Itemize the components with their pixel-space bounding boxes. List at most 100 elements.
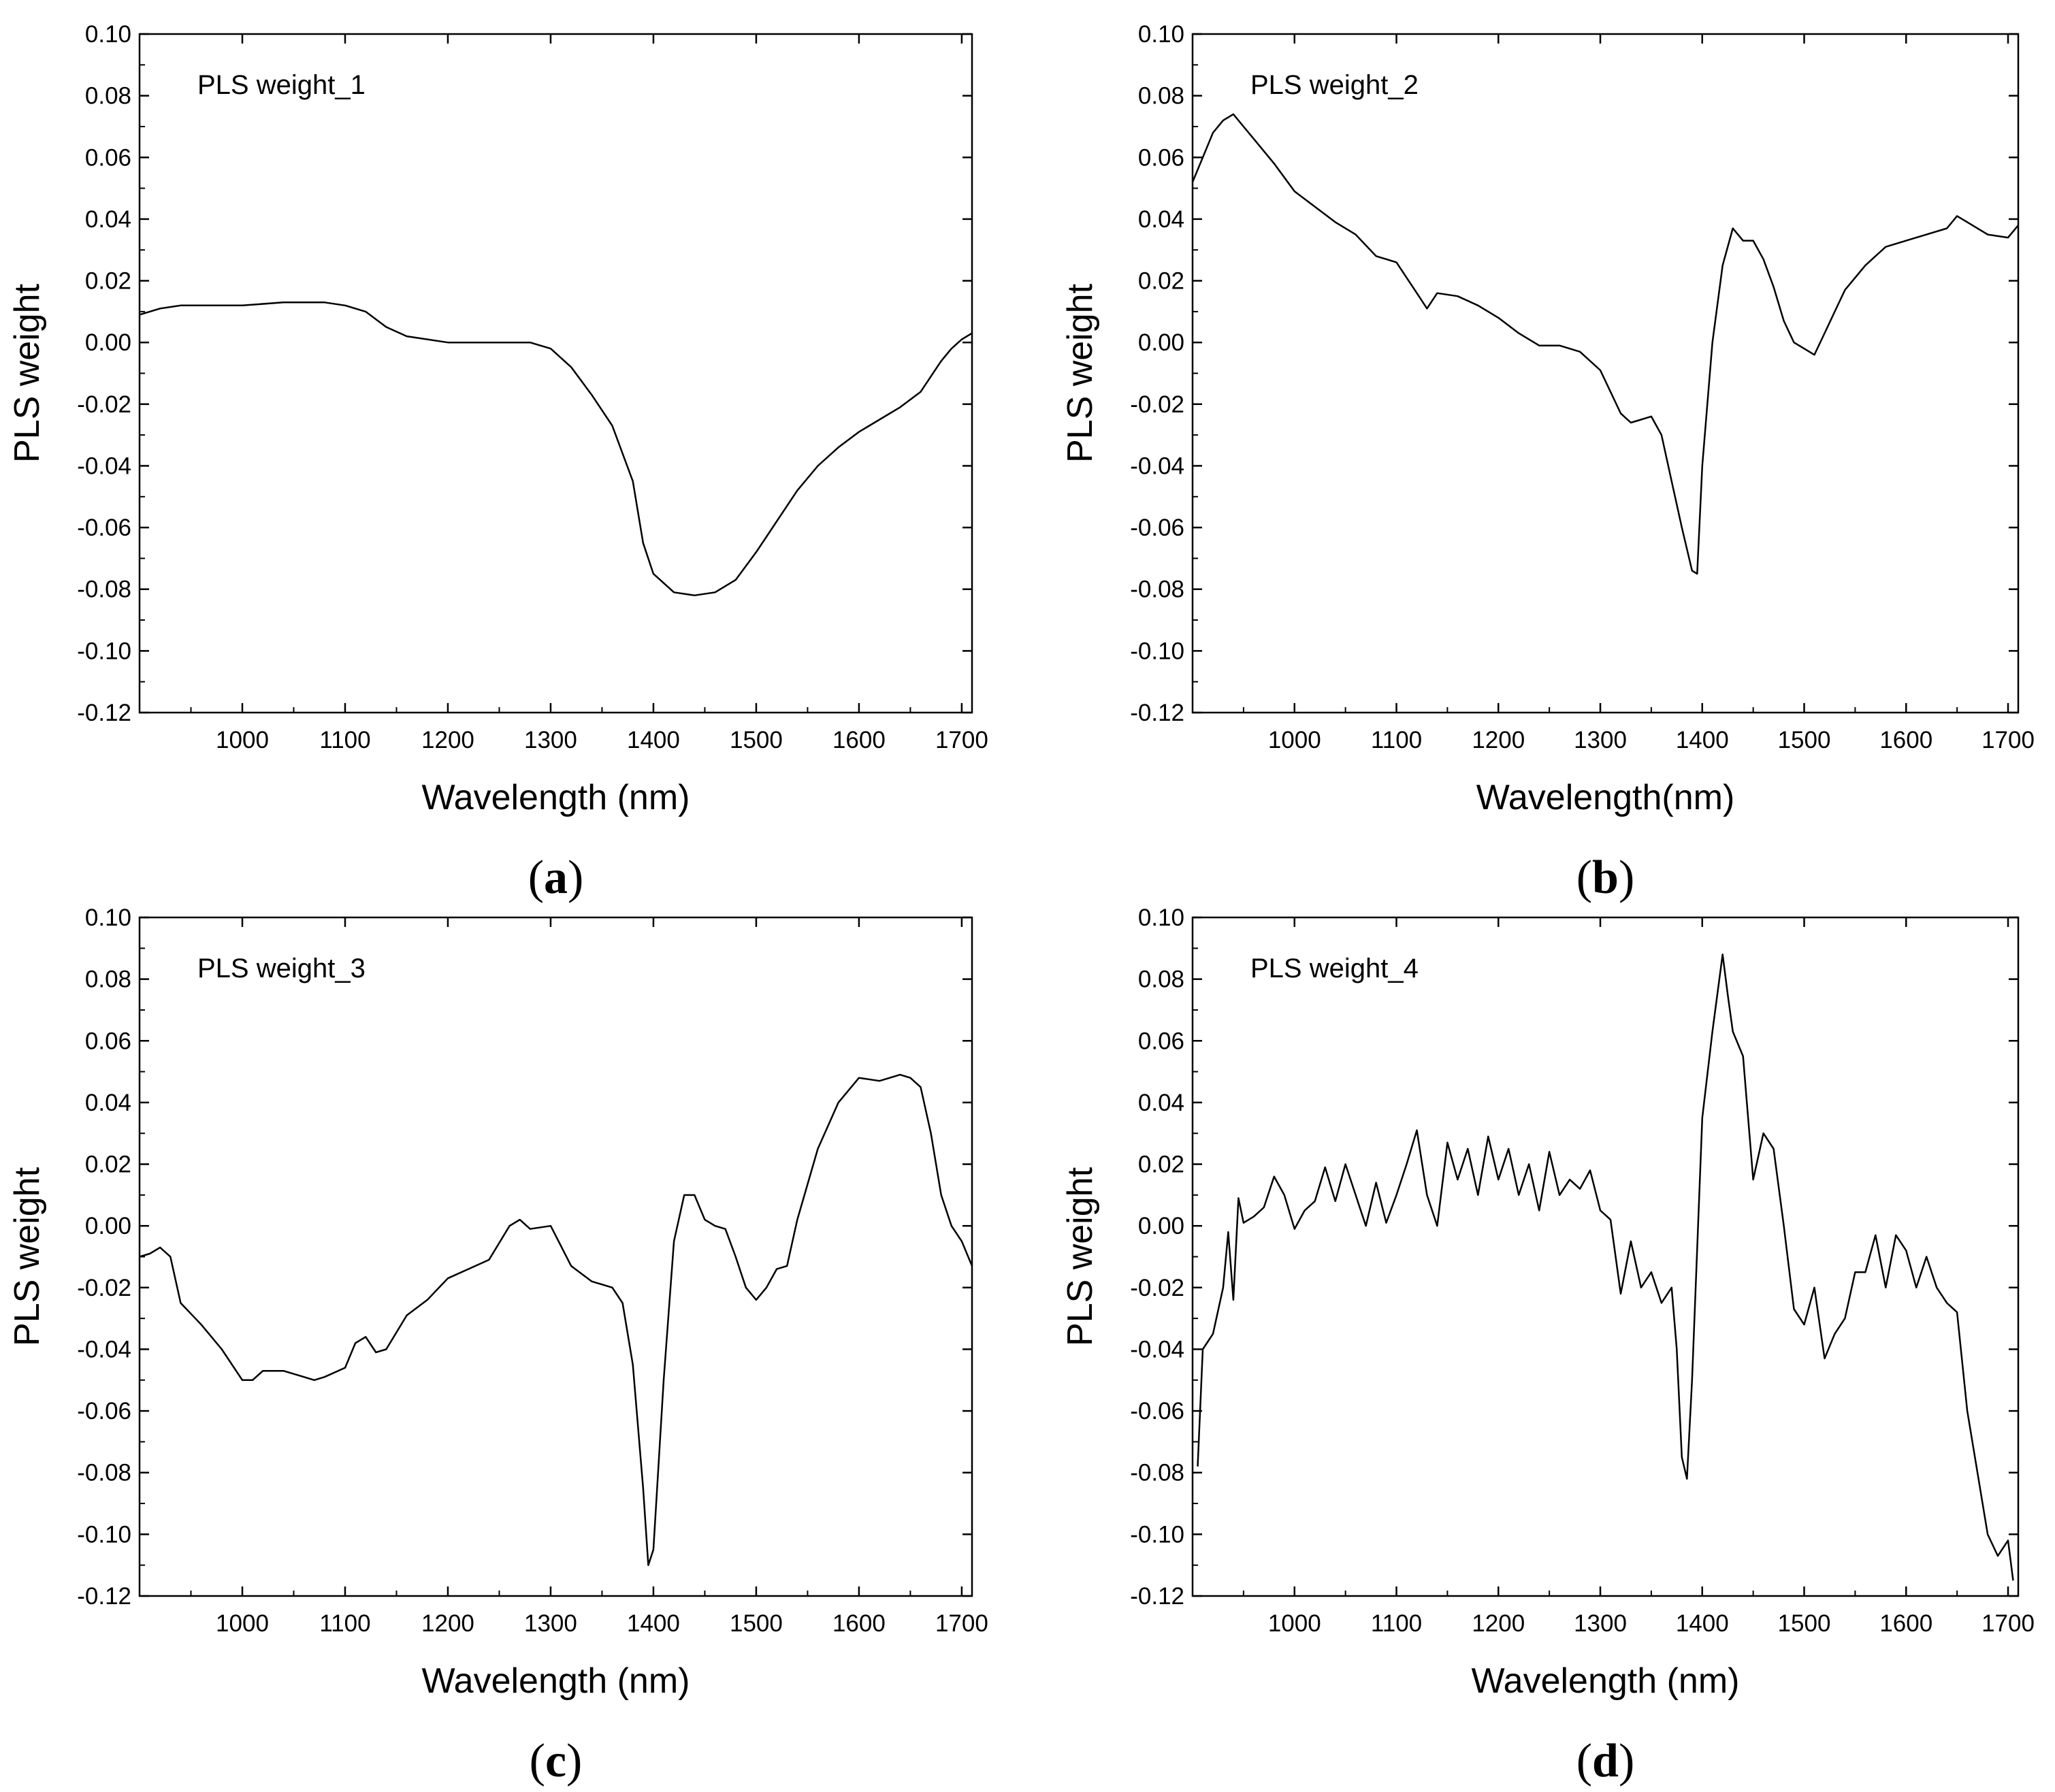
caption-close-paren: ) [1619, 1735, 1634, 1787]
x-tick-label: 1200 [1472, 727, 1525, 753]
y-tick-label: 0.10 [1138, 905, 1184, 931]
y-tick-label: 0.04 [1138, 1090, 1184, 1116]
y-tick-label: -0.12 [1130, 1583, 1184, 1610]
y-tick-label: 0.10 [1138, 21, 1184, 48]
series-line-c [139, 1073, 973, 1566]
y-tick-label: -0.08 [77, 576, 131, 603]
y-tick-label: -0.06 [77, 1398, 131, 1424]
y-tick-label: -0.12 [1130, 700, 1184, 726]
x-axis-title: Wavelength (nm) [422, 778, 690, 817]
y-tick-label: 0.10 [85, 905, 131, 931]
y-tick-label: 0.08 [85, 966, 131, 993]
caption-open-paren: ( [1576, 851, 1592, 904]
y-tick-label: -0.12 [77, 700, 131, 726]
y-tick-label: 0.08 [1138, 83, 1184, 110]
y-tick-label: -0.02 [77, 1275, 131, 1301]
y-tick-label: -0.04 [1130, 453, 1184, 479]
caption-close-paren: ) [1619, 851, 1634, 904]
caption-close-paren: ) [566, 1735, 582, 1787]
x-tick-label: 1600 [1879, 1610, 1932, 1637]
x-tick-label: 1400 [627, 727, 680, 753]
y-tick-label: 0.04 [85, 1090, 131, 1116]
y-tick-label: -0.02 [1130, 1275, 1184, 1301]
y-tick-label: -0.10 [1130, 638, 1184, 664]
x-tick-label: 1000 [1268, 727, 1321, 753]
x-tick-label: 1500 [730, 1610, 783, 1637]
x-tick-label: 1300 [1574, 1610, 1627, 1637]
caption-letter: a [544, 851, 568, 904]
y-tick-label: -0.08 [77, 1460, 131, 1486]
panel-d: 0.10 0.08 0.06 0.04 0.02 0.00 -0.02 -0.04 -0.06 -… [1061, 905, 2035, 1787]
y-tick-label: 0.00 [1138, 1213, 1184, 1239]
y-axis-title: PLS weight [1061, 1167, 1100, 1346]
plot-frame [1191, 916, 2020, 1597]
y-tick-label: -0.06 [1130, 515, 1184, 541]
series-line-a [139, 302, 973, 597]
y-tick-label: -0.06 [77, 515, 131, 541]
x-tick-label: 1700 [1981, 1610, 2035, 1637]
x-tick-label: 1000 [216, 727, 269, 753]
x-tick-label: 1600 [832, 1610, 886, 1637]
y-tick-label: 0.00 [1138, 329, 1184, 356]
x-tick-label: 1700 [935, 1610, 988, 1637]
x-tick-label: 1100 [1371, 727, 1422, 753]
y-tick-label: -0.12 [77, 1583, 131, 1610]
y-tick-label: 0.10 [85, 21, 131, 48]
x-tick-label: 1600 [1879, 727, 1932, 753]
y-tick-label: 0.04 [1138, 206, 1184, 233]
y-tick-label: 0.02 [1138, 1152, 1184, 1178]
y-tick-label: -0.02 [77, 391, 131, 418]
panel-caption: (c) [530, 1735, 583, 1787]
y-tick-label: -0.06 [1130, 1398, 1184, 1424]
panel-title: PLS weight_3 [197, 954, 366, 983]
panel-caption: (a) [528, 851, 584, 904]
y-tick-label: 0.08 [1138, 966, 1184, 993]
x-axis-title: Wavelength (nm) [422, 1661, 690, 1701]
x-axis-title: Wavelength (nm) [1472, 1661, 1740, 1701]
y-tick-label: -0.04 [1130, 1336, 1184, 1363]
plot-frame [138, 916, 973, 1597]
y-tick-label: -0.10 [1130, 1521, 1184, 1548]
x-tick-label: 1000 [1268, 1610, 1321, 1637]
y-tick-label: -0.02 [1130, 391, 1184, 418]
caption-close-paren: ) [568, 851, 583, 904]
x-tick-label: 1400 [1676, 727, 1729, 753]
x-tick-label: 1300 [524, 727, 577, 753]
y-tick-label: 0.00 [85, 1213, 131, 1239]
y-tick-label: -0.04 [77, 453, 131, 479]
y-tick-label: -0.08 [1130, 576, 1184, 603]
panel-title: PLS weight_1 [197, 70, 366, 100]
x-tick-label: 1500 [1778, 1610, 1831, 1637]
x-tick-label: 1500 [1778, 727, 1831, 753]
y-tick-label: 0.06 [85, 144, 131, 171]
x-tick-label: 1100 [319, 727, 370, 753]
x-tick-label: 1700 [935, 727, 988, 753]
x-tick-label: 1300 [1574, 727, 1627, 753]
x-tick-label: 1200 [421, 727, 474, 753]
caption-letter: b [1592, 851, 1619, 904]
y-tick-label: -0.04 [77, 1336, 131, 1363]
x-tick-label: 1200 [1472, 1610, 1525, 1637]
x-tick-label: 1200 [421, 1610, 474, 1637]
plot-frame [138, 33, 973, 714]
y-tick-label: 0.06 [85, 1028, 131, 1054]
y-tick-label: 0.06 [1138, 144, 1184, 171]
panel-caption: (d) [1576, 1735, 1635, 1787]
caption-open-paren: ( [1576, 1735, 1592, 1787]
panel-title: PLS weight_2 [1250, 70, 1419, 100]
series-line-b [1191, 113, 2019, 575]
y-tick-label: -0.10 [77, 638, 131, 664]
x-tick-label: 1500 [730, 727, 783, 753]
y-tick-label: 0.06 [1138, 1028, 1184, 1054]
x-tick-label: 1700 [1981, 727, 2035, 753]
x-tick-label: 1400 [627, 1610, 680, 1637]
panel-c: 0.10 0.08 0.06 0.04 0.02 0.00 -0.02 -0.04 -0.06 -… [7, 905, 988, 1787]
y-tick-label: 0.02 [1138, 268, 1184, 295]
x-tick-label: 1100 [319, 1610, 370, 1637]
y-tick-label: 0.08 [85, 83, 131, 110]
caption-open-paren: ( [528, 851, 544, 904]
x-tick-label: 1100 [1371, 1610, 1422, 1637]
panel-title: PLS weight_4 [1250, 954, 1419, 983]
plot-frame [1191, 33, 2020, 714]
